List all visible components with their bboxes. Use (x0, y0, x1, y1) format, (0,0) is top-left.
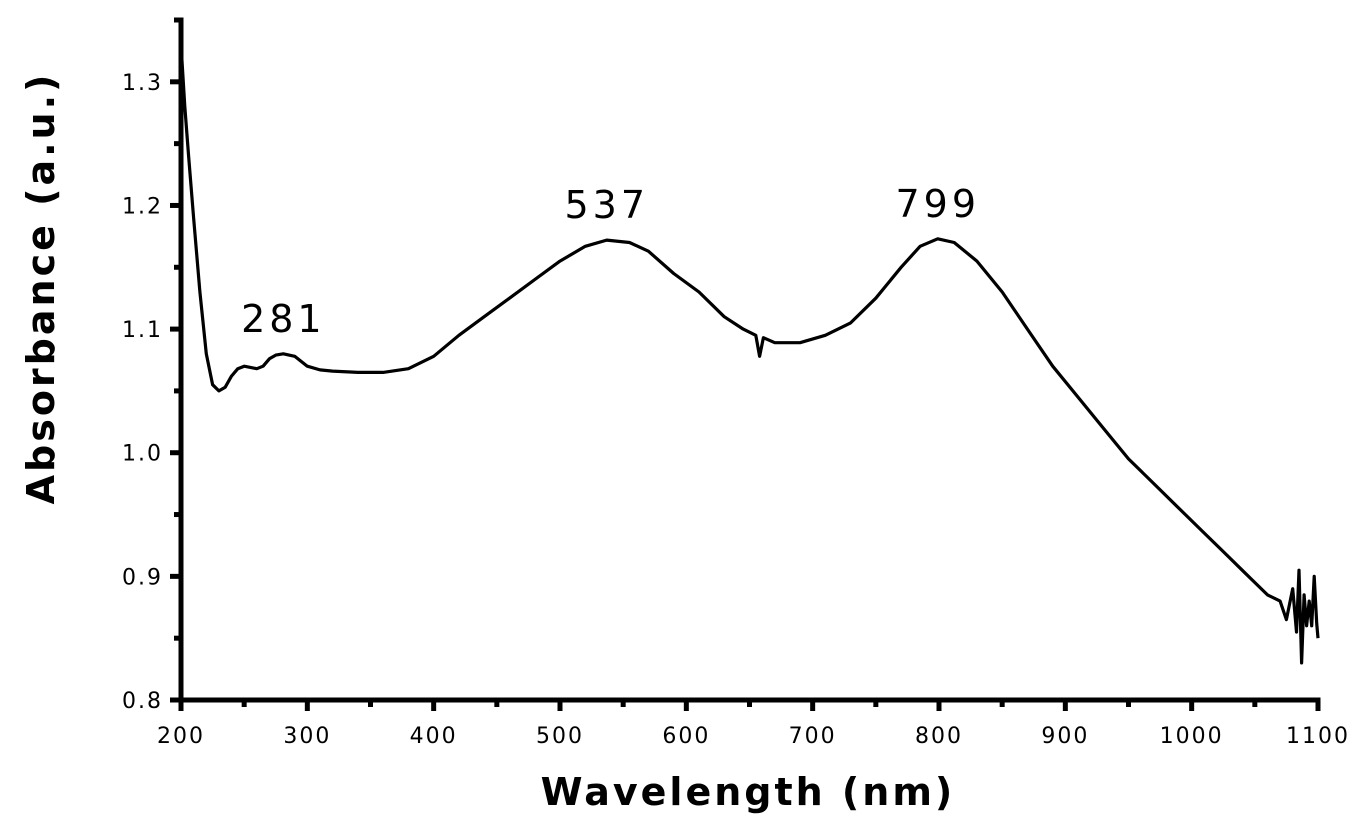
y-tick-label: 1.2 (122, 194, 163, 219)
y-axis-title: Absorbance (a.u.) (19, 72, 63, 505)
y-tick-label: 1.3 (122, 71, 163, 96)
peak-label-537: 537 (564, 183, 649, 227)
y-tick-label: 1.0 (122, 442, 163, 467)
x-tick-label: 600 (662, 724, 710, 749)
x-tick-label: 900 (1041, 724, 1089, 749)
x-tick-label: 800 (915, 724, 963, 749)
x-tick-label: 1000 (1160, 724, 1224, 749)
y-tick-label: 0.9 (122, 565, 163, 590)
x-ticks: 200 300 400 500 600 700 800 900 1000 1100 (157, 700, 1350, 749)
x-tick-label: 400 (410, 724, 458, 749)
y-ticks: 0.8 0.9 1.0 1.1 1.2 1.3 (122, 17, 181, 714)
y-axis: 0.8 0.9 1.0 1.1 1.2 1.3 (122, 17, 184, 714)
peak-annotations: 281 537 799 (241, 182, 980, 341)
x-axis-title: Wavelength (nm) (541, 770, 956, 814)
x-tick-label: 300 (283, 724, 331, 749)
x-tick-label: 1100 (1286, 724, 1350, 749)
peak-label-281: 281 (241, 297, 326, 341)
x-axis: 200 300 400 500 600 700 800 900 1000 1100 (157, 697, 1350, 749)
peak-label-799: 799 (895, 182, 980, 226)
x-tick-label: 200 (157, 724, 205, 749)
x-tick-label: 700 (789, 724, 837, 749)
x-tick-label: 500 (536, 724, 584, 749)
y-tick-label: 0.8 (122, 689, 163, 714)
y-tick-label: 1.1 (122, 318, 163, 343)
absorbance-series-line (179, 44, 1320, 665)
